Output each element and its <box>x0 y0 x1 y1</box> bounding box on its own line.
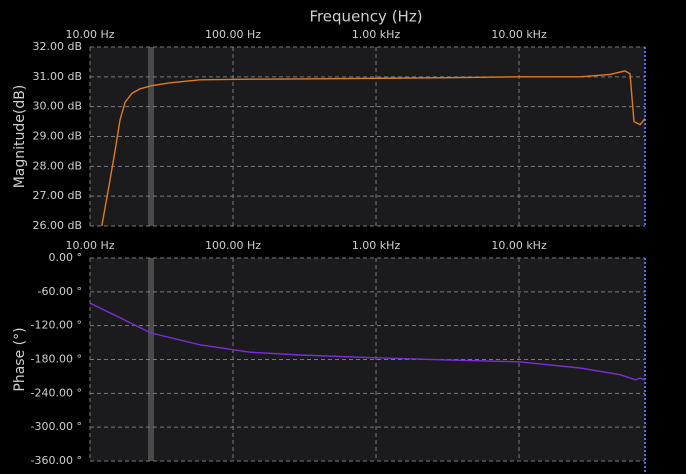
y-tick-label: -60.00 ° <box>38 285 82 298</box>
y-tick-label: -120.00 ° <box>31 319 82 332</box>
x-tick-label: 10.00 kHz <box>491 28 547 41</box>
y-tick-label: 29.00 dB <box>32 130 82 143</box>
x-tick-label: 10.00 kHz <box>491 239 547 252</box>
y-tick-label: 28.00 dB <box>32 159 82 172</box>
marker-band <box>148 47 154 226</box>
x-tick-label: 100.00 Hz <box>205 28 261 41</box>
chart-title: Frequency (Hz) <box>309 8 422 26</box>
x-tick-label: 1.00 kHz <box>352 239 401 252</box>
y-axis-label: Magnitude(dB) <box>12 85 28 189</box>
y-tick-label: 0.00 ° <box>49 251 83 264</box>
y-tick-label: -180.00 ° <box>31 353 82 366</box>
y-tick-label: -360.00 ° <box>31 454 82 467</box>
x-tick-label: 100.00 Hz <box>205 239 261 252</box>
data-line <box>89 302 646 381</box>
y-tick-label: 31.00 dB <box>32 70 82 83</box>
y-axis-label: Phase (°) <box>12 327 28 391</box>
y-tick-label: 26.00 dB <box>32 219 82 232</box>
y-tick-label: 32.00 dB <box>32 40 82 53</box>
y-tick-label: -300.00 ° <box>31 420 82 433</box>
y-tick-label: -240.00 ° <box>31 386 82 399</box>
data-line <box>101 70 646 227</box>
x-tick-label: 10.00 Hz <box>65 239 114 252</box>
marker-band <box>148 258 154 461</box>
y-tick-label: 27.00 dB <box>32 189 82 202</box>
x-tick-label: 1.00 kHz <box>352 28 401 41</box>
x-tick-label: 10.00 Hz <box>65 28 114 41</box>
y-tick-label: 30.00 dB <box>32 100 82 113</box>
